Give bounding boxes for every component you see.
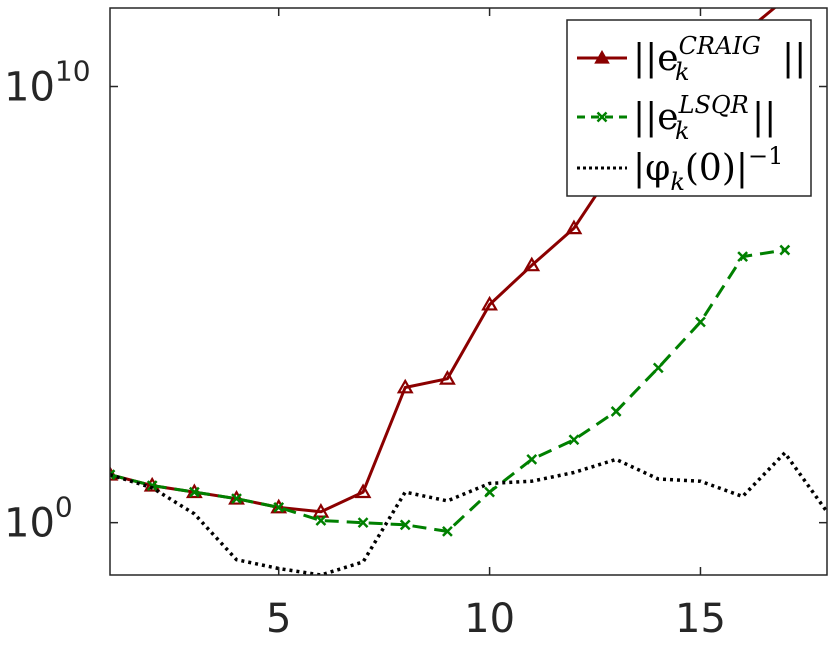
- series-1-point: [484, 486, 495, 498]
- series-1-point: [273, 502, 285, 513]
- series-1-point: [779, 244, 791, 256]
- legend-label: |φk(0)|−1: [633, 142, 783, 196]
- series-1-point: [188, 486, 200, 498]
- series-0-point: [354, 483, 372, 499]
- series-1-point: [110, 469, 116, 481]
- plot-frame: [109, 7, 828, 576]
- series-1-point: [357, 517, 369, 529]
- x-tick-label: 5: [266, 596, 291, 642]
- series-2-line: [110, 451, 827, 575]
- series-1-point: [399, 519, 411, 531]
- legend-label: ||eCRAIG k ||: [633, 32, 806, 86]
- series-1-point: [695, 316, 706, 328]
- x-tick-label: 15: [675, 596, 726, 642]
- series-0-point: [565, 219, 583, 235]
- series-0-point: [778, 0, 791, 4]
- legend-marker: [594, 49, 610, 64]
- legend-item: ||eCRAIG k ||: [577, 32, 806, 86]
- series-1-point: [610, 406, 622, 417]
- y-tick-label: 1010: [4, 55, 91, 111]
- series-0-point: [228, 489, 245, 505]
- series-1-point: [146, 480, 158, 491]
- series-0-point: [396, 378, 414, 394]
- series-1-point: [737, 251, 749, 262]
- series-1-point: [315, 515, 327, 526]
- series-1-point: [526, 454, 538, 465]
- series-1-point: [442, 526, 453, 537]
- series-1-point: [568, 434, 580, 446]
- series-0-point: [439, 370, 456, 385]
- series-0-point: [110, 465, 119, 481]
- series-0-point: [523, 256, 541, 272]
- series-1-point: [652, 362, 664, 374]
- legend-label: ||eLSQR k ||: [633, 91, 776, 145]
- y-tick-label: 100: [4, 491, 73, 547]
- series-0-point: [270, 498, 288, 514]
- legend-item: ||eLSQR k ||: [577, 91, 776, 145]
- tick-layer: 5 10 15 100 1010: [4, 8, 827, 642]
- series-0-point: [312, 503, 330, 518]
- x-tick-label: 10: [464, 596, 515, 642]
- series-1-point: [231, 493, 242, 505]
- series-0-point: [481, 295, 498, 311]
- legend: ||eCRAIG k ||||eLSQR k |||φk(0)|−1: [566, 19, 812, 197]
- legend-item: |φk(0)|−1: [577, 142, 783, 196]
